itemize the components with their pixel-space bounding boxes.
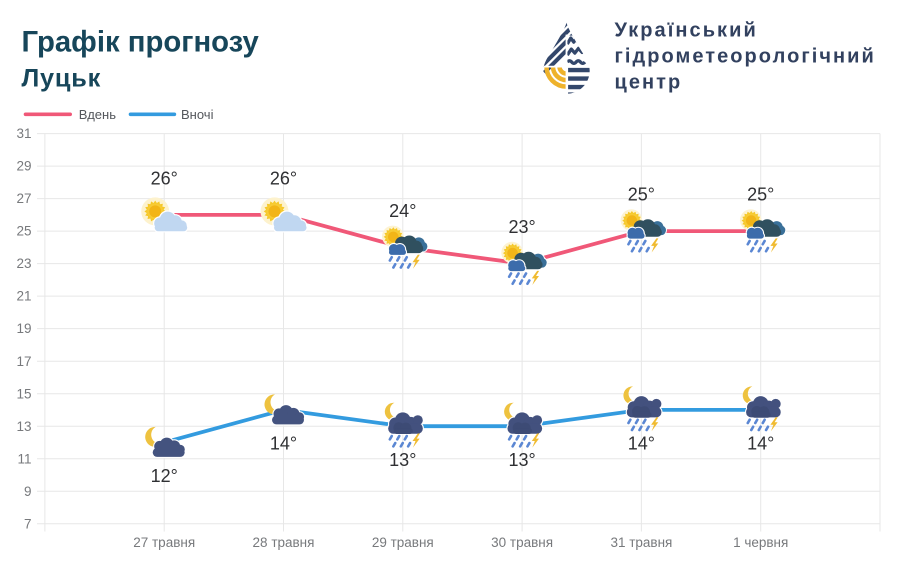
svg-text:Вночі: Вночі — [181, 107, 214, 122]
svg-text:14°: 14° — [747, 434, 774, 454]
svg-text:29: 29 — [16, 159, 31, 174]
svg-text:13: 13 — [16, 419, 31, 434]
svg-text:25: 25 — [16, 224, 31, 239]
svg-text:25°: 25° — [747, 185, 774, 205]
svg-text:Графік прогнозу: Графік прогнозу — [22, 26, 260, 59]
svg-text:11: 11 — [17, 451, 31, 466]
svg-text:23: 23 — [16, 256, 31, 271]
svg-text:Вдень: Вдень — [79, 107, 117, 122]
svg-text:12°: 12° — [151, 466, 178, 486]
svg-text:7: 7 — [24, 516, 32, 531]
svg-text:24°: 24° — [389, 201, 416, 221]
svg-text:гідрометеорологічний: гідрометеорологічний — [615, 46, 876, 68]
svg-text:9: 9 — [24, 484, 32, 499]
svg-text:15: 15 — [16, 386, 31, 401]
svg-text:29 травня: 29 травня — [372, 535, 434, 550]
svg-text:Український: Український — [615, 20, 758, 42]
svg-text:13°: 13° — [389, 450, 416, 470]
svg-text:17: 17 — [16, 354, 31, 369]
svg-text:31: 31 — [16, 126, 31, 141]
svg-text:23°: 23° — [508, 217, 535, 237]
svg-text:14°: 14° — [628, 434, 655, 454]
svg-text:26°: 26° — [270, 168, 297, 188]
svg-text:21: 21 — [16, 289, 31, 304]
svg-text:25°: 25° — [628, 185, 655, 205]
svg-text:Луцьк: Луцьк — [22, 65, 102, 93]
svg-text:26°: 26° — [151, 168, 178, 188]
svg-text:27 травня: 27 травня — [133, 535, 195, 550]
svg-text:1 червня: 1 червня — [733, 535, 788, 550]
svg-text:19: 19 — [16, 321, 31, 336]
svg-text:30 травня: 30 травня — [491, 535, 553, 550]
svg-text:13°: 13° — [508, 450, 535, 470]
svg-text:28 травня: 28 травня — [253, 535, 315, 550]
svg-text:14°: 14° — [270, 434, 297, 454]
svg-text:31 травня: 31 травня — [610, 535, 672, 550]
svg-text:центр: центр — [615, 72, 683, 94]
svg-text:27: 27 — [16, 191, 31, 206]
